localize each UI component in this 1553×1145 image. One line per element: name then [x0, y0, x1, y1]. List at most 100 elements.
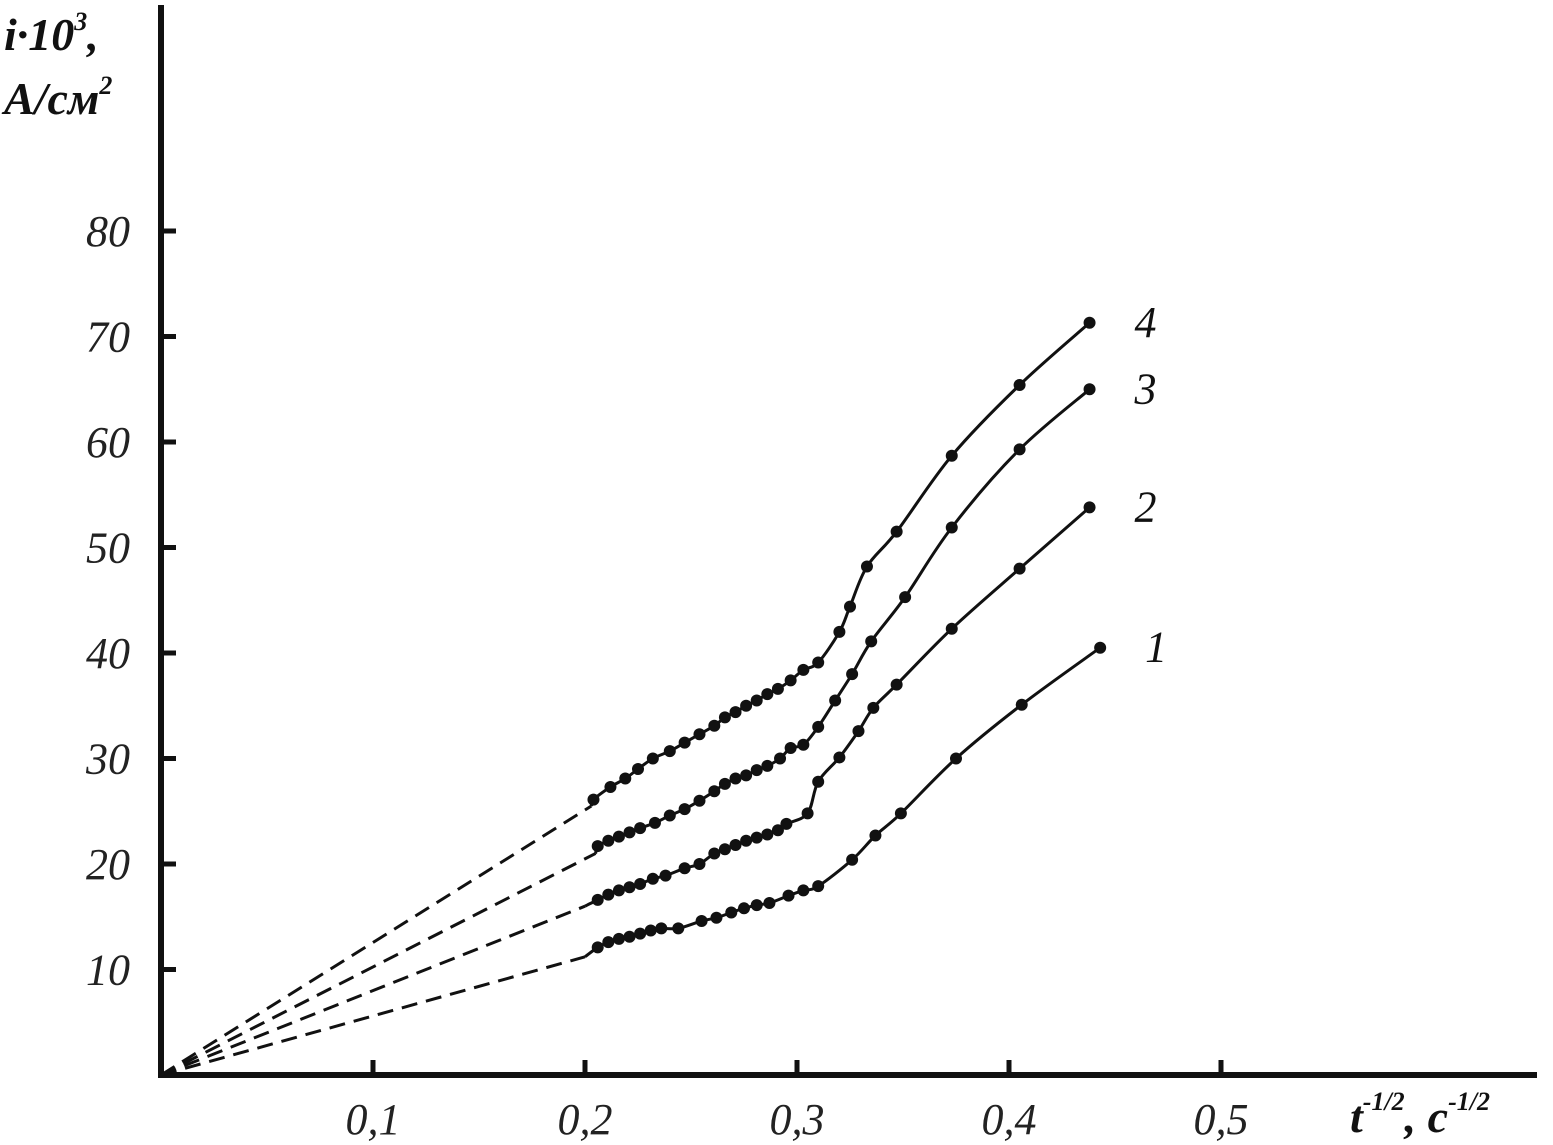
series-3-point-22: [899, 591, 912, 604]
series-3-point-10: [718, 777, 731, 790]
series-2-point-0: [591, 893, 604, 906]
series-1-point-7: [672, 922, 685, 935]
series-4-point-7: [693, 728, 706, 741]
series-3-point-5: [648, 816, 661, 829]
x-ticks: 0,1 0,2 0,3 0,4 0,5: [346, 1060, 1249, 1144]
series-2-point-15: [771, 824, 784, 837]
series-4-point-16: [797, 663, 810, 676]
series-1-point-19: [894, 807, 907, 820]
svg-text:A/см2: A/см2: [1, 71, 112, 124]
series-4-point-20: [860, 560, 873, 573]
series-3-point-12: [740, 769, 753, 782]
series-2-point-1: [602, 888, 615, 901]
series-3-point-0: [591, 840, 604, 853]
y-axis-unit-sup: 2: [98, 71, 112, 100]
x-tick-label-0,2: 0,2: [558, 1095, 613, 1144]
series-2-point-5: [646, 872, 659, 885]
series-2-point-21: [867, 701, 880, 714]
series-4-point-17: [812, 656, 825, 669]
series-2-point-23: [945, 622, 958, 635]
series-label-4: 4: [1135, 298, 1157, 347]
series-2-point-18: [812, 775, 825, 788]
series-4-point-8: [708, 719, 721, 732]
series-4-point-0: [587, 793, 600, 806]
series-3-point-23: [945, 521, 958, 534]
x-axis-title-sup1: -1/2: [1363, 1087, 1405, 1116]
axes: [158, 5, 1537, 1078]
series-2-point-9: [708, 847, 721, 860]
series-1-point-18: [869, 829, 882, 842]
series-4-point-14: [771, 682, 784, 695]
series-2-point-19: [833, 751, 846, 764]
series-2-point-6: [659, 869, 672, 882]
series-4-point-11: [740, 699, 753, 712]
series-2-point-11: [729, 839, 742, 852]
series-4-point-24: [1083, 316, 1096, 329]
svg-text:i·103,: i·103,: [4, 7, 99, 60]
series-label-3: 3: [1134, 364, 1157, 413]
series-1-point-21: [1015, 698, 1028, 711]
y-tick-label-80: 80: [86, 207, 130, 256]
series-1-point-8: [695, 914, 708, 927]
y-axis-title: i·103, A/см2: [1, 7, 112, 124]
series-2-point-22: [890, 678, 903, 691]
series-1-point-9: [710, 911, 723, 924]
series-1-point-13: [763, 897, 776, 910]
y-tick-label-60: 60: [86, 418, 130, 467]
series-1-point-3: [623, 930, 636, 943]
series-3-point-25: [1083, 383, 1096, 396]
x-tick-label-0,3: 0,3: [770, 1095, 825, 1144]
series-3-point-19: [829, 694, 842, 707]
y-axis-title-tail: ,: [86, 9, 99, 60]
series-3-point-17: [797, 738, 810, 751]
series-2: 2: [160, 482, 1157, 1077]
series-1: 1: [160, 623, 1167, 1077]
series-layer: 1 2 3 4: [160, 298, 1167, 1077]
series-2-point-13: [750, 831, 763, 844]
series-4-point-21: [890, 525, 903, 538]
series-2-point-8: [693, 858, 706, 870]
series-2-point-7: [678, 862, 691, 875]
series-1-point-6: [655, 922, 668, 935]
series-3-point-7: [678, 803, 691, 816]
y-axis-unit: A/см: [1, 73, 99, 124]
series-3-point-24: [1013, 443, 1026, 456]
series-4-point-22: [945, 449, 958, 462]
series-2-extrapolation: [160, 904, 586, 1077]
series-1-point-22: [1094, 641, 1107, 654]
series-2-point-25: [1083, 501, 1096, 514]
series-3-point-1: [602, 834, 615, 847]
y-ticks: 10 20 30 40 50 60 70 80: [85, 207, 176, 995]
series-3-point-15: [774, 752, 787, 765]
series-label-1: 1: [1145, 623, 1167, 672]
y-axis-title-sup: 3: [73, 7, 87, 36]
y-tick-label-50: 50: [86, 524, 130, 573]
series-4-extrapolation: [160, 804, 593, 1077]
x-axis-title-mid: , c: [1404, 1091, 1448, 1142]
series-2-point-12: [740, 834, 753, 847]
series-2-point-17: [801, 807, 814, 820]
series-1-point-15: [797, 884, 810, 897]
x-tick-label-0,1: 0,1: [346, 1095, 401, 1144]
series-1-point-2: [612, 932, 625, 945]
series-3-point-4: [634, 822, 647, 835]
series-4-point-1: [604, 780, 617, 793]
series-1-point-12: [750, 899, 763, 912]
series-2-point-4: [634, 878, 647, 891]
series-3-point-21: [865, 635, 878, 648]
series-1-point-17: [846, 853, 859, 866]
series-2-point-2: [612, 884, 625, 897]
y-tick-label-70: 70: [86, 313, 130, 362]
series-4-point-18: [833, 625, 846, 638]
series-label-2: 2: [1135, 482, 1157, 531]
series-4-point-19: [844, 600, 856, 613]
series-4-point-10: [729, 706, 742, 719]
series-4: 4: [160, 298, 1157, 1077]
series-3-point-8: [693, 794, 706, 807]
series-4-point-2: [619, 772, 632, 785]
series-1-extrapolation: [160, 955, 586, 1077]
y-axis-title-main: i·10: [4, 9, 74, 60]
series-4-point-13: [761, 688, 774, 701]
series-4-point-6: [678, 736, 691, 749]
